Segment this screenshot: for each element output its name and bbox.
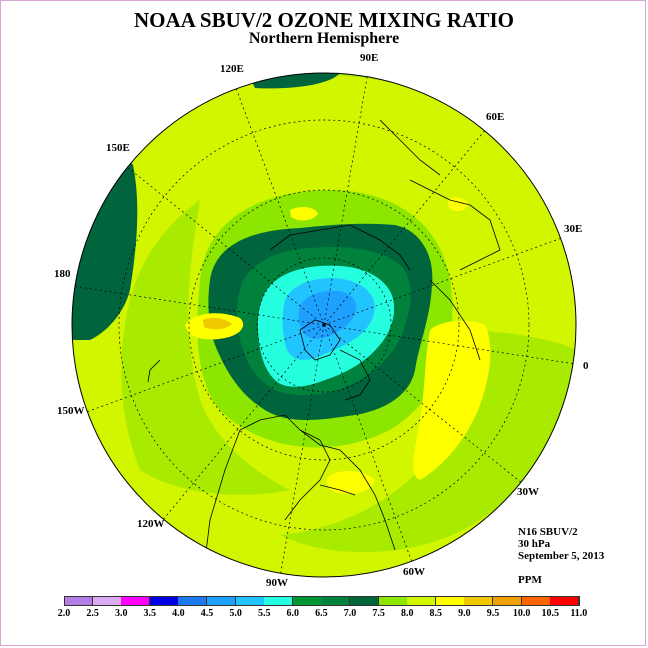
lon-label-120e: 120E xyxy=(220,63,244,75)
lon-label-30e: 30E xyxy=(564,223,583,235)
colorbar-tick-label: 7.5 xyxy=(372,608,385,619)
coastlines xyxy=(147,119,501,561)
colorbar-swatch xyxy=(321,596,351,606)
colorbar-swatch xyxy=(64,596,94,606)
units-label: PPM xyxy=(518,574,542,586)
colorbar-tick-label: 10.0 xyxy=(512,608,531,619)
pressure-level-label: 30 hPa xyxy=(518,538,551,550)
colorbar-swatch xyxy=(521,596,551,606)
colorbar-tick-label: 4.5 xyxy=(200,608,214,619)
date-label: September 5, 2013 xyxy=(518,550,605,562)
colorbar-swatch xyxy=(493,596,523,606)
colorbar-swatch xyxy=(92,596,122,606)
colorbar-tick-label: 4.0 xyxy=(172,608,185,619)
field-edge-patch-150e xyxy=(72,161,138,340)
colorbar-swatch xyxy=(121,596,151,606)
field-high-pacific-core xyxy=(203,317,232,330)
info-block: N16 SBUV/2 30 hPa September 5, 2013 PPM xyxy=(518,526,604,586)
ozone-field xyxy=(72,73,576,577)
field-high-atlantic xyxy=(413,320,491,480)
colorbar-tick-label: 2.0 xyxy=(57,608,71,619)
colorbar-tick-label: 3.0 xyxy=(114,608,128,619)
colorbar-tick-label: 2.5 xyxy=(86,608,99,619)
colorbar-tick-label: 8.0 xyxy=(400,608,414,619)
field-band-west xyxy=(121,200,290,495)
chart-title: NOAA SBUV/2 OZONE MIXING RATIO xyxy=(134,8,514,32)
colorbar-swatch xyxy=(378,596,408,606)
meridians xyxy=(72,73,576,577)
colorbar-tick-label: 6.5 xyxy=(315,608,328,619)
colorbar-swatch xyxy=(350,596,380,606)
field-high-caribbean xyxy=(326,470,375,494)
map-boundary xyxy=(71,72,577,578)
colorbar-tick-label: 8.5 xyxy=(429,608,443,619)
lon-label-90w: 90W xyxy=(266,577,288,589)
colorbar-tick-label: 10.5 xyxy=(541,608,559,619)
field-high-arctic xyxy=(290,206,318,221)
colorbar-tick-label: 9.5 xyxy=(486,608,500,619)
colorbar-swatch xyxy=(235,596,265,606)
colorbar-tick-label: 5.5 xyxy=(257,608,271,619)
colorbar-tick-label: 9.0 xyxy=(458,608,471,619)
colorbar-swatch xyxy=(435,596,465,606)
colorbar-tick-label: 3.5 xyxy=(143,608,157,619)
colorbar-swatch xyxy=(407,596,437,606)
field-vortex-core-4.5 xyxy=(298,290,357,339)
field-band-south xyxy=(280,330,575,553)
colorbar-tick-label: 6.0 xyxy=(286,608,300,619)
colorbar-swatch xyxy=(207,596,237,606)
lon-label-180: 180 xyxy=(54,268,71,280)
lon-label-150e: 150E xyxy=(106,142,130,154)
satellite-label: N16 SBUV/2 xyxy=(518,526,578,538)
colorbar-tick-label: 11.0 xyxy=(570,608,588,619)
lon-label-120w: 120W xyxy=(137,518,165,530)
chart-subtitle: Northern Hemisphere xyxy=(248,30,400,47)
colorbar-swatch xyxy=(149,596,179,606)
lon-label-90e: 90E xyxy=(360,52,379,64)
colorbar-tick-label: 7.0 xyxy=(343,608,357,619)
colorbar-swatch xyxy=(264,596,294,606)
colorbar-swatch xyxy=(464,596,494,606)
lon-label-0: 0 xyxy=(583,360,589,372)
lon-label-150w: 150W xyxy=(57,405,85,417)
colorbar-swatch xyxy=(550,596,580,606)
colorbar-tick-label: 5.0 xyxy=(229,608,242,619)
latitude-circles xyxy=(118,119,530,531)
colorbar-swatch xyxy=(292,596,322,606)
colorbar-swatch xyxy=(178,596,208,606)
lon-label-60w: 60W xyxy=(403,566,425,578)
lon-label-60e: 60E xyxy=(486,111,505,123)
lon-label-30w: 30W xyxy=(517,486,539,498)
